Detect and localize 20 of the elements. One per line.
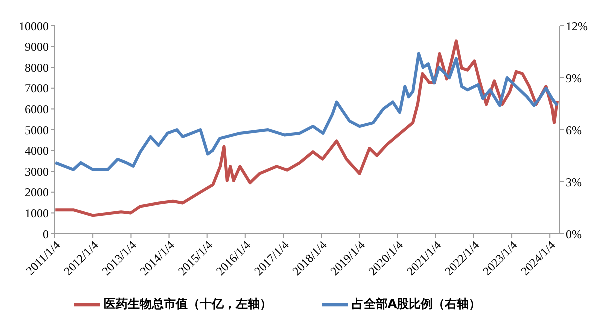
- y-tick-label: 6000: [25, 102, 49, 116]
- line-series: [55, 52, 559, 172]
- y2-tick-label: 3%: [566, 175, 582, 190]
- y-tick-label: 8000: [25, 60, 49, 75]
- y-tick-label: 0: [43, 227, 49, 242]
- y-tick-label: 1000: [25, 206, 49, 220]
- y2-tick-label: 9%: [566, 71, 582, 86]
- y-tick-label: 7000: [25, 82, 49, 96]
- y-tick-label: 10000: [19, 19, 49, 34]
- y2-tick-label: 6%: [566, 123, 582, 138]
- legend-label: 占全部A股比例（右轴）: [352, 297, 482, 312]
- y2-tick-label: 0%: [566, 227, 582, 242]
- y2-tick-label: 12%: [566, 19, 588, 34]
- y-tick-label: 2000: [25, 186, 49, 200]
- y-tick-label: 4000: [25, 144, 49, 158]
- legend-label: 医药生物总市值（十亿，左轴）: [104, 297, 272, 312]
- line-series: [55, 40, 559, 218]
- y-tick-label: 3000: [25, 164, 49, 179]
- y-tick-label: 5000: [25, 123, 49, 138]
- y-tick-label: 9000: [25, 40, 49, 54]
